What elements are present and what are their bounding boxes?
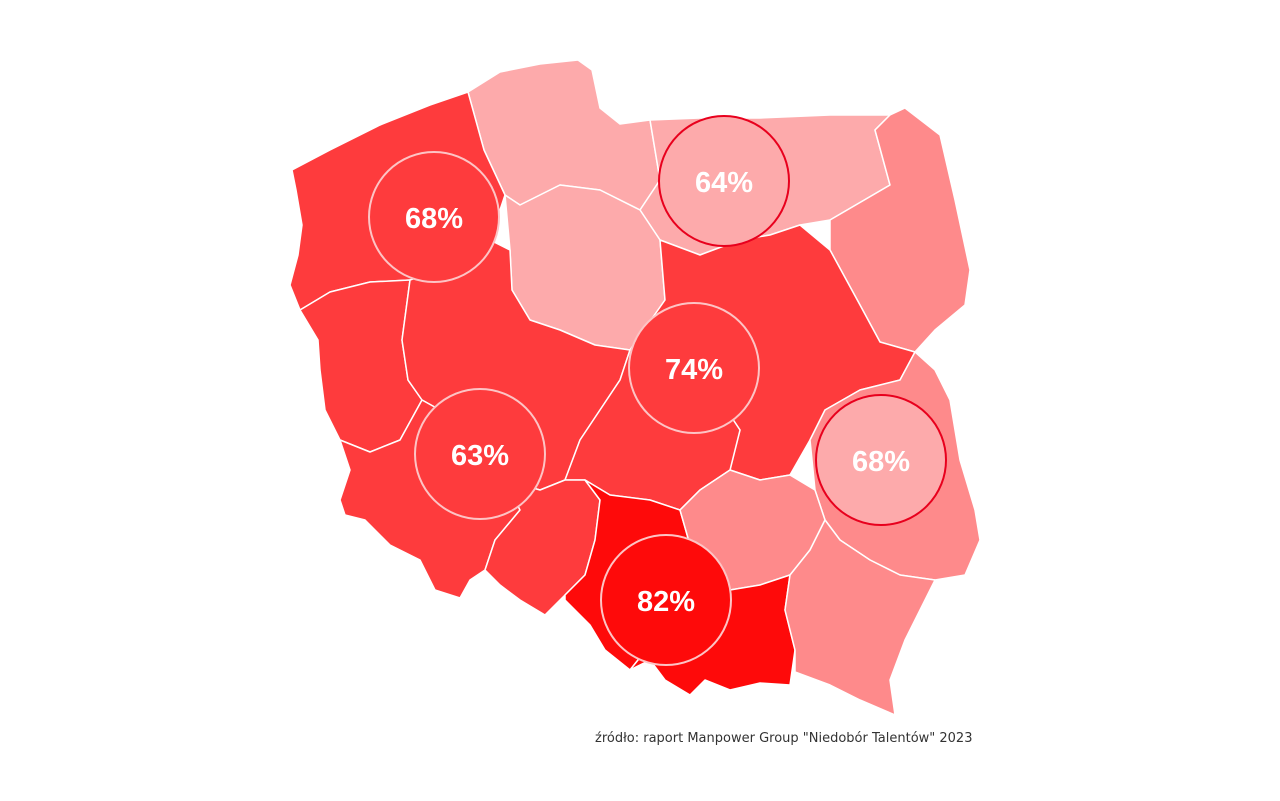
bubble-value: 64% <box>695 167 753 199</box>
bubble-value: 68% <box>852 446 910 478</box>
bubble-circle <box>414 388 546 520</box>
region-dolnoslaskie <box>339 399 521 599</box>
bubble-value: 82% <box>637 586 695 618</box>
bubble-circle <box>815 394 947 526</box>
bubble-south: 82% <box>600 534 732 666</box>
bubble-circle <box>600 534 732 666</box>
regions-layer <box>289 59 981 716</box>
bubble-west: 63% <box>414 388 546 520</box>
bubble-value: 63% <box>451 440 509 472</box>
bubble-north: 64% <box>658 115 790 247</box>
bubble-value: 68% <box>405 203 463 235</box>
bubbles-layer: 68% 64% 74% 63% 68% 82% <box>368 115 947 666</box>
region-lubuskie <box>299 279 423 453</box>
bubble-value: 74% <box>665 354 723 386</box>
bubble-circle <box>368 151 500 283</box>
source-caption: źródło: raport Manpower Group "Niedobór … <box>595 731 973 746</box>
bubble-circle <box>628 302 760 434</box>
bubble-circle <box>658 115 790 247</box>
bubble-east: 68% <box>815 394 947 526</box>
bubble-center: 74% <box>628 302 760 434</box>
bubble-north-west: 68% <box>368 151 500 283</box>
region-podkarpackie <box>784 519 936 716</box>
